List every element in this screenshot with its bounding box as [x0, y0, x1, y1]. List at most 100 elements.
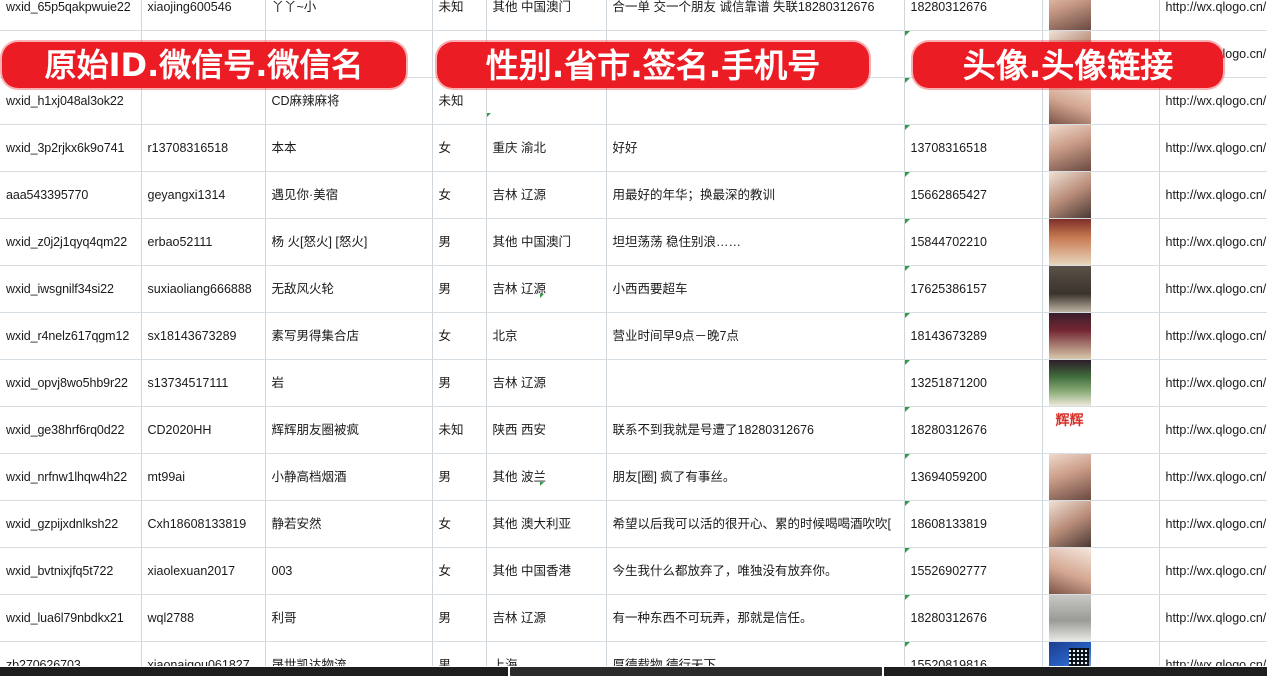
cell-avatar-url[interactable]: http://wx.qlogo.cn/mmhead [1159, 0, 1267, 31]
cell-avatar-url[interactable]: http://wx.qlogo.cn/mmhead [1159, 406, 1267, 454]
cell-gender[interactable]: 男 [432, 218, 487, 266]
cell-original-id[interactable]: wxid_3p2rjkx6k9o741 [0, 124, 142, 172]
cell-signature[interactable] [606, 359, 905, 407]
cell-signature[interactable]: 今生我什么都放弃了，唯独没有放弃你。 [606, 547, 905, 595]
cell-avatar[interactable] [1042, 547, 1160, 595]
cell-signature[interactable]: 用最好的年华；换最深的教训 [606, 171, 905, 219]
table-row[interactable]: wxid_iwsgnilf34si22 suxiaoliang666888 无敌风火… [0, 265, 1267, 313]
table-row[interactable]: wxid_lua6l79nbdkx21 wql2788 利哥男吉林 辽源 有一种东西不… [0, 594, 1267, 642]
cell-wechat-id[interactable]: CD2020HH [141, 406, 266, 454]
cell-wechat-id[interactable]: erbao52111 [141, 218, 266, 266]
cell-province-city[interactable]: 其他 澳大利亚 [486, 500, 607, 548]
cell-gender[interactable]: 女 [432, 500, 487, 548]
table-row[interactable]: wxid_nrfnw1lhqw4h22 mt99ai 小静高档烟酒男其他 波兰 朋友[… [0, 453, 1267, 501]
cell-signature[interactable]: 希望以后我可以活的很开心、累的时候喝喝酒吹吹[ [606, 500, 905, 548]
table-row[interactable]: wxid_bvtnixjfq5t722 xiaolexuan2017 003 女其他 … [0, 547, 1267, 595]
cell-wechat-name[interactable]: 小静高档烟酒 [265, 453, 433, 501]
cell-avatar-url[interactable]: http://wx.qlogo.cn/mmhead [1159, 312, 1267, 360]
cell-avatar[interactable] [1042, 124, 1160, 172]
cell-gender[interactable]: 男 [432, 594, 487, 642]
cell-avatar-url[interactable]: http://wx.qlogo.cn/mmhead [1159, 594, 1267, 642]
cell-avatar[interactable] [1042, 218, 1160, 266]
cell-signature[interactable]: 营业时间早9点－晚7点 [606, 312, 905, 360]
cell-phone-number[interactable]: 15526902777 [904, 547, 1043, 595]
cell-province-city[interactable]: 吉林 辽源 [486, 594, 607, 642]
cell-wechat-name[interactable]: 素写男得集合店 [265, 312, 433, 360]
horizontal-scrollbar[interactable] [0, 666, 1267, 676]
cell-signature[interactable]: 联系不到我就是号遭了18280312676 [606, 406, 905, 454]
cell-avatar-url[interactable]: http://wx.qlogo.cn/mmhead [1159, 453, 1267, 501]
cell-gender[interactable]: 男 [432, 453, 487, 501]
cell-province-city[interactable]: 其他 中国香港 [486, 547, 607, 595]
cell-avatar-url[interactable]: http://wx.qlogo.cn/mmhead [1159, 500, 1267, 548]
cell-province-city[interactable]: 吉林 辽源 [486, 265, 607, 313]
cell-province-city[interactable]: 其他 波兰 [486, 453, 607, 501]
cell-avatar[interactable] [1042, 500, 1160, 548]
table-row[interactable]: wxid_z0j2j1qyq4qm22 erbao52111 杨 火[怒火] [怒火… [0, 218, 1267, 266]
cell-signature[interactable]: 好好 [606, 124, 905, 172]
cell-avatar[interactable] [1042, 0, 1160, 31]
cell-wechat-id[interactable]: sx18143673289 [141, 312, 266, 360]
cell-wechat-id[interactable]: Cxh18608133819 [141, 500, 266, 548]
cell-signature[interactable]: 坦坦荡荡 稳住别浪…… [606, 218, 905, 266]
cell-original-id[interactable]: wxid_bvtnixjfq5t722 [0, 547, 142, 595]
table-row[interactable]: wxid_3p2rjkx6k9o741 r13708316518 本本女重庆 渝北好… [0, 124, 1267, 172]
cell-original-id[interactable]: aaa543395770 [0, 171, 142, 219]
cell-wechat-id[interactable]: wql2788 [141, 594, 266, 642]
cell-avatar-url[interactable]: http://wx.qlogo.cn/mmhead [1159, 124, 1267, 172]
cell-gender[interactable]: 未知 [432, 406, 487, 454]
cell-original-id[interactable]: wxid_65p5qakpwuie22 [0, 0, 142, 31]
cell-original-id[interactable]: wxid_nrfnw1lhqw4h22 [0, 453, 142, 501]
cell-province-city[interactable]: 其他 中国澳门 [486, 218, 607, 266]
cell-gender[interactable]: 男 [432, 359, 487, 407]
cell-gender[interactable]: 女 [432, 312, 487, 360]
cell-avatar[interactable] [1042, 265, 1160, 313]
cell-wechat-name[interactable]: 003 [265, 547, 433, 595]
cell-phone-number[interactable]: 18280312676 [904, 406, 1043, 454]
cell-wechat-name[interactable]: 遇见你·美宿 [265, 171, 433, 219]
cell-province-city[interactable]: 吉林 辽源 [486, 171, 607, 219]
cell-original-id[interactable]: wxid_gzpijxdnlksh22 [0, 500, 142, 548]
cell-avatar[interactable] [1042, 594, 1160, 642]
scrollbar-thumb[interactable] [510, 667, 882, 676]
cell-avatar-url[interactable]: http://wx.qlogo.cn/mmhead [1159, 547, 1267, 595]
cell-avatar-url[interactable]: http://wx.qlogo.cn/mmhead [1159, 265, 1267, 313]
cell-wechat-name[interactable]: 无敌风火轮 [265, 265, 433, 313]
cell-phone-number[interactable]: 18608133819 [904, 500, 1043, 548]
cell-wechat-id[interactable]: suxiaoliang666888 [141, 265, 266, 313]
table-row[interactable]: wxid_opvj8wo5hb9r22 s13734517111 岩男吉林 辽源 13… [0, 359, 1267, 407]
table-row[interactable]: wxid_65p5qakpwuie22 xiaojing600546 丫丫~小 未知其… [0, 0, 1267, 31]
table-row[interactable]: aaa543395770 geyangxi1314 遇见你·美宿女吉林 辽源 用最好的… [0, 171, 1267, 219]
cell-original-id[interactable]: wxid_z0j2j1qyq4qm22 [0, 218, 142, 266]
cell-wechat-name[interactable]: 本本 [265, 124, 433, 172]
cell-phone-number[interactable]: 17625386157 [904, 265, 1043, 313]
cell-phone-number[interactable]: 15662865427 [904, 171, 1043, 219]
table-row[interactable]: wxid_ge38hrf6rq0d22 CD2020HH 辉辉朋友圈被疯 未知 陕西 西… [0, 406, 1267, 454]
cell-wechat-id[interactable]: xiaolexuan2017 [141, 547, 266, 595]
cell-gender[interactable]: 男 [432, 265, 487, 313]
cell-phone-number[interactable]: 13251871200 [904, 359, 1043, 407]
cell-avatar-url[interactable]: http://wx.qlogo.cn/mmhead [1159, 359, 1267, 407]
cell-signature[interactable]: 有一种东西不可玩弄，那就是信任。 [606, 594, 905, 642]
cell-province-city[interactable]: 北京 [486, 312, 607, 360]
cell-avatar[interactable] [1042, 312, 1160, 360]
cell-province-city[interactable]: 陕西 西安 [486, 406, 607, 454]
cell-wechat-id[interactable]: geyangxi1314 [141, 171, 266, 219]
cell-avatar-url[interactable]: http://wx.qlogo.cn/mmhead [1159, 218, 1267, 266]
cell-wechat-name[interactable]: 岩 [265, 359, 433, 407]
table-row[interactable]: wxid_gzpijxdnlksh22 Cxh18608133819 静若安然女其他… [0, 500, 1267, 548]
cell-wechat-id[interactable]: mt99ai [141, 453, 266, 501]
cell-avatar[interactable] [1042, 171, 1160, 219]
cell-wechat-id[interactable]: s13734517111 [141, 359, 266, 407]
cell-original-id[interactable]: wxid_lua6l79nbdkx21 [0, 594, 142, 642]
table-row[interactable]: wxid_r4nelz617qgm12 sx18143673289 素写男得集合店女… [0, 312, 1267, 360]
cell-wechat-name[interactable]: 静若安然 [265, 500, 433, 548]
cell-avatar-url[interactable]: http://wx.qlogo.cn/mmhead [1159, 171, 1267, 219]
cell-avatar[interactable] [1042, 453, 1160, 501]
cell-wechat-name[interactable]: 杨 火[怒火] [怒火] [265, 218, 433, 266]
cell-wechat-id[interactable]: r13708316518 [141, 124, 266, 172]
cell-wechat-name[interactable]: 辉辉朋友圈被疯 [265, 406, 433, 454]
cell-phone-number[interactable]: 18280312676 [904, 594, 1043, 642]
cell-province-city[interactable]: 吉林 辽源 [486, 359, 607, 407]
